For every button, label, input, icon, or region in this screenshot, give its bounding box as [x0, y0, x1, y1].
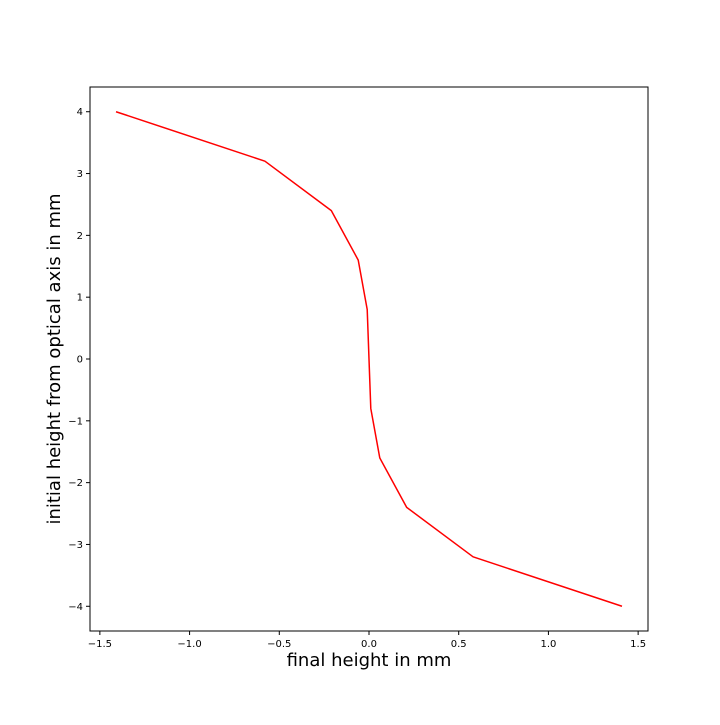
x-tick-label: −0.5 — [267, 639, 291, 650]
y-tick-label: 2 — [77, 231, 83, 242]
y-tick-label: 3 — [77, 169, 83, 180]
x-tick-label: −1.5 — [88, 639, 112, 650]
x-tick-label: 0.5 — [451, 639, 467, 650]
x-tick-label: 0.0 — [361, 639, 377, 650]
x-axis-label: final height in mm — [287, 650, 452, 671]
y-axis-label: initial height from optical axis in mm — [44, 193, 65, 524]
x-tick-label: 1.5 — [630, 639, 646, 650]
y-tick-label: −1 — [68, 416, 83, 427]
y-tick-label: 4 — [77, 107, 83, 118]
y-tick-label: −2 — [68, 478, 83, 489]
y-tick-label: −3 — [68, 540, 83, 551]
x-tick-label: 1.0 — [540, 639, 556, 650]
y-tick-label: −4 — [68, 602, 83, 613]
y-tick-label: 0 — [77, 355, 83, 366]
y-tick-label: 1 — [77, 293, 83, 304]
x-tick-label: −1.0 — [177, 639, 201, 650]
